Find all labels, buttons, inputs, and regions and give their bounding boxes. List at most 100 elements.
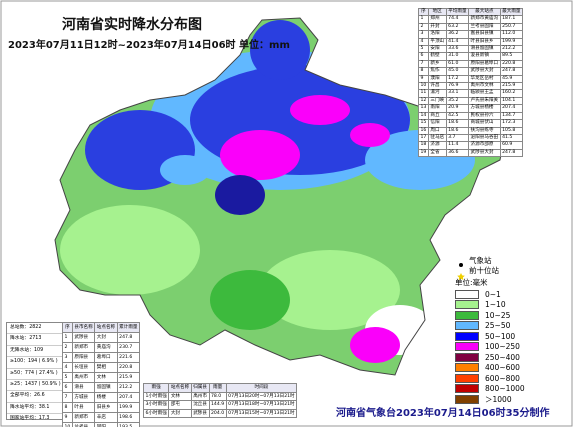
stat-line: 全部平均：26.6 xyxy=(7,391,63,403)
table-cell: 开封 xyxy=(427,22,447,32)
stat-line: ≥25：1437 ( 50.9% ) xyxy=(7,380,63,392)
column-header: 县市名称 xyxy=(71,322,96,333)
table-cell: 6 xyxy=(62,382,73,393)
legend-swatch xyxy=(455,289,479,299)
table-cell: 6 xyxy=(418,52,429,61)
table-cell: 247.8 xyxy=(499,67,524,76)
column-header: 序 xyxy=(418,7,429,17)
table-row: 12 三门峡 35.2 卢氏县朱阳关 104.1 xyxy=(418,96,524,106)
table-cell: 漯河 xyxy=(427,89,447,98)
legend-label: 400~600 xyxy=(485,363,520,373)
table-cell: 18 xyxy=(418,141,429,150)
table-row: 6小时雨强 大封 武陟县 204.0 07月13日15时~07月13日21时 xyxy=(142,408,298,418)
table-cell: 220.8 xyxy=(499,59,524,69)
legend-item: 800~1000 xyxy=(455,384,565,395)
table-row: 16 周口 18.6 扶沟县练寺 105.8 xyxy=(418,126,524,135)
table-row: 4 平顶山 41.4 叶县旧县乡 199.9 xyxy=(418,37,524,47)
column-header: 序 xyxy=(62,322,73,333)
table-cell: 浚县新镇 xyxy=(468,52,501,61)
table-row: 10 许昌 76.9 禹州市文林 215.9 xyxy=(418,82,524,91)
legend-label: 600~800 xyxy=(485,373,520,383)
table-cell: 78.0 xyxy=(208,391,227,401)
table-cell: 鹤壁 xyxy=(427,52,447,61)
table-cell: 禹州市 xyxy=(71,372,96,383)
table-cell: 11.4 xyxy=(445,141,470,150)
table-cell: 郑州 xyxy=(427,15,447,24)
column-header: 雨量 xyxy=(208,383,227,393)
table-cell: 1 xyxy=(418,15,429,24)
table-cell: 叶县旧县乡 xyxy=(468,37,501,47)
table-cell: 193.5 xyxy=(116,422,141,427)
table-cell: 邵屯 xyxy=(168,400,192,410)
table-cell: 武陟县大封 xyxy=(468,67,501,76)
table-cell: 许昌 xyxy=(427,82,447,91)
legend-label: 100~250 xyxy=(485,342,520,352)
table-cell: 嵩县旧县镇 xyxy=(468,30,501,39)
table-cell: 11 xyxy=(418,89,429,98)
table-cell: 安阳 xyxy=(427,45,447,54)
table-cell: 濮阳 xyxy=(427,74,447,84)
top-ten-icon xyxy=(457,273,465,281)
table-row: 1 武陟县 大封 247.8 xyxy=(62,332,141,343)
stat-line: 总站数：2822 xyxy=(7,323,63,335)
column-header: 归属县 xyxy=(190,383,210,393)
table-cell: 文林 xyxy=(168,391,192,401)
stat-line: ≥50：774 ( 27.4% ) xyxy=(7,369,63,380)
stat-line: 降水站平均：38.1 xyxy=(7,403,63,415)
legend-item: 50~100 xyxy=(455,331,565,342)
table-cell: 4 xyxy=(62,362,73,373)
legend-label: 25~50 xyxy=(485,321,511,331)
table-cell: 10 xyxy=(62,422,73,427)
table-cell: 221.6 xyxy=(116,352,141,363)
legend-item: 0~1 xyxy=(455,289,565,300)
table-cell: 旧县乡 xyxy=(94,402,118,413)
stat-line: 国家站平均：17.3 xyxy=(7,414,63,426)
table-cell: 76.9 xyxy=(445,82,470,91)
table-cell: 19 xyxy=(418,148,429,158)
column-header: 最大雨量 xyxy=(499,7,524,17)
table-cell: 原阳县葛埠口 xyxy=(468,59,501,69)
column-header: 平均雨量 xyxy=(445,7,470,17)
table-cell: 18.6 xyxy=(445,119,470,128)
table-row: 3 洛阳 36.2 嵩县旧县镇 112.0 xyxy=(418,30,524,39)
table-cell: 105.8 xyxy=(499,126,524,135)
stat-line: 无降水站：109 xyxy=(7,346,63,358)
table-cell: 5 xyxy=(62,372,73,383)
table-row: 14 商丘 42.5 民权县孙六 134.7 xyxy=(418,111,524,121)
table-cell: 60.9 xyxy=(499,141,524,150)
table-cell: 9 xyxy=(62,412,73,423)
table-cell: 4 xyxy=(418,37,429,47)
table-cell: 葛埠口 xyxy=(94,352,118,363)
table-cell: 沈丘县 xyxy=(190,400,210,410)
table-cell: 1小时雨强 xyxy=(142,391,170,401)
footer: 河南省气象台2023年07月14日06时35分制作 xyxy=(336,408,550,419)
table-row: 6 滑县 留固镇 212.2 xyxy=(62,382,141,393)
station-icon xyxy=(459,263,463,267)
table-cell: 南阳 xyxy=(427,104,447,113)
table-cell: 原阳县 xyxy=(71,352,96,363)
table-cell: 41.4 xyxy=(445,37,470,47)
table-cell: 199.9 xyxy=(499,37,524,47)
table-cell: 207.4 xyxy=(116,392,141,403)
table-cell: 滑县 xyxy=(71,382,96,393)
legend-item: 10~25 xyxy=(455,310,565,321)
table-cell: 134.7 xyxy=(499,111,524,121)
table-row: 2 开封 63.2 兰考县固阳 250.7 xyxy=(418,22,524,32)
table-row: 8 叶县 旧县乡 199.9 xyxy=(62,402,141,413)
table-cell: 叶县 xyxy=(71,402,96,413)
table-cell: 18.6 xyxy=(445,126,470,135)
table-cell: 187.1 xyxy=(499,15,524,24)
table-cell: 144.9 xyxy=(208,400,227,410)
table-cell: 35.2 xyxy=(445,96,470,106)
table-cell: 14 xyxy=(418,111,429,121)
map-subtitle: 2023年07月11日12时~2023年07月14日06时 单位：mm xyxy=(8,40,290,51)
column-header: 时间段 xyxy=(225,383,298,393)
table-cell: 周口 xyxy=(427,126,447,135)
table-cell: 洛阳 xyxy=(427,30,447,39)
table-row: 8 焦作 45.0 武陟县大封 247.8 xyxy=(418,67,524,76)
legend-swatch xyxy=(455,321,479,331)
table-cell: 方城县杨楼 xyxy=(468,104,501,113)
table-cell: 31.0 xyxy=(445,52,470,61)
